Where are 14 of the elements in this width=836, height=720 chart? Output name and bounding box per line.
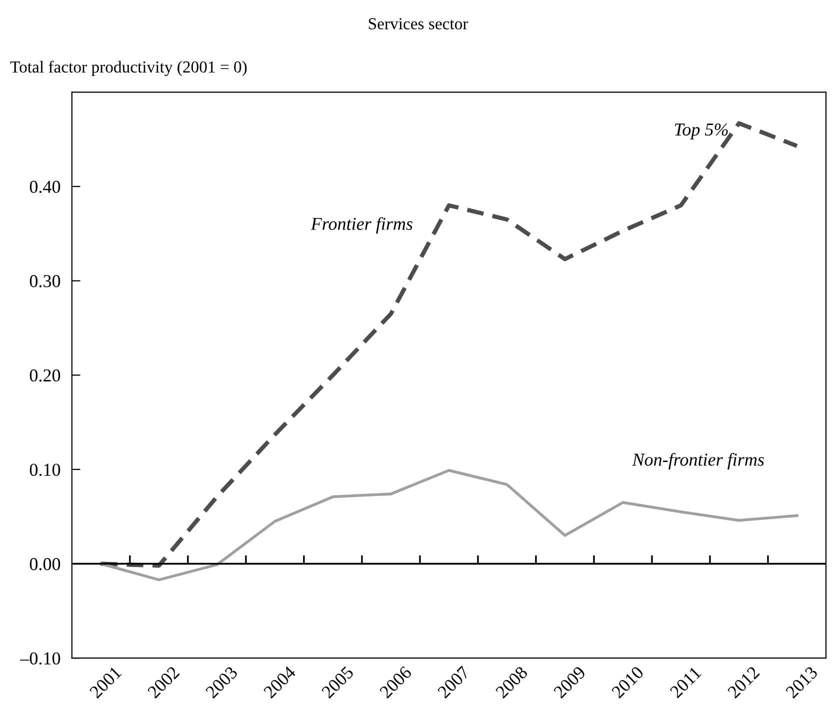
line-series: [98, 121, 800, 568]
series-label: Frontier firms: [310, 217, 412, 234]
y-tick-label: –0.10: [20, 652, 60, 665]
y-tick-label: 0.00: [30, 558, 60, 570]
y-tick-label: 0.10: [30, 464, 60, 476]
line-series: [100, 468, 798, 582]
y-axis-title: Total factor productivity (2001 = 0): [10, 60, 247, 76]
x-tick-label: 2011: [669, 666, 702, 698]
y-tick-label: 0.40: [30, 180, 60, 193]
y-tick-label: 0.20: [30, 369, 60, 382]
series-label: Non-frontier firms: [632, 452, 764, 470]
annotation: Top 5%: [674, 123, 728, 140]
y-tick-label: 0.30: [30, 275, 60, 288]
chart-title: Services sector: [368, 18, 468, 30]
